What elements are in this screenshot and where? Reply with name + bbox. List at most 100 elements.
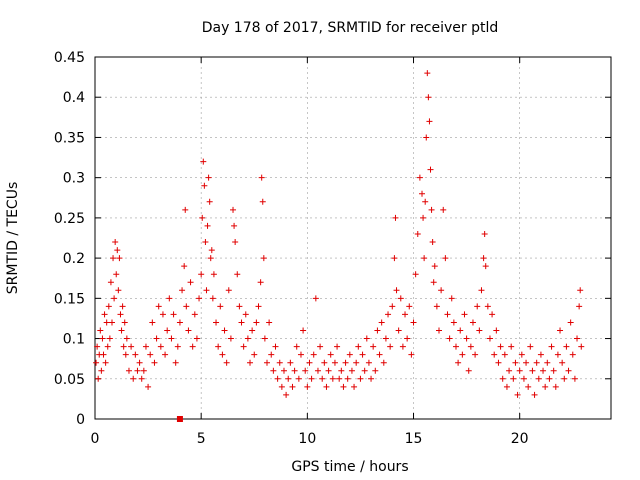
data-point xyxy=(230,206,237,213)
data-point xyxy=(424,70,431,77)
data-point xyxy=(113,271,120,278)
data-point xyxy=(170,311,177,318)
plot-frame xyxy=(94,56,612,420)
data-point xyxy=(102,359,109,366)
data-point xyxy=(221,327,228,334)
data-point xyxy=(481,230,488,237)
data-point xyxy=(577,287,584,294)
data-point xyxy=(523,359,530,366)
data-point xyxy=(257,279,264,286)
data-point xyxy=(191,311,198,318)
data-point xyxy=(93,359,100,366)
data-point xyxy=(122,351,129,358)
data-point xyxy=(199,214,206,221)
data-point xyxy=(565,367,572,374)
data-point xyxy=(115,287,122,294)
data-point xyxy=(157,343,164,350)
data-point xyxy=(300,327,307,334)
data-point xyxy=(348,367,355,374)
data-point xyxy=(205,174,212,181)
data-point xyxy=(516,367,523,374)
data-point xyxy=(223,359,230,366)
data-point xyxy=(285,375,292,382)
data-point xyxy=(548,343,555,350)
data-points xyxy=(93,70,585,422)
data-point xyxy=(106,335,113,342)
data-point xyxy=(478,287,485,294)
data-point xyxy=(450,319,457,326)
data-point xyxy=(295,375,302,382)
data-point xyxy=(179,287,186,294)
data-point xyxy=(140,367,147,374)
data-point xyxy=(104,343,111,350)
data-point xyxy=(219,351,226,358)
data-point xyxy=(210,271,217,278)
data-point xyxy=(503,383,510,390)
data-point xyxy=(234,271,241,278)
data-point xyxy=(125,367,132,374)
data-point xyxy=(351,383,358,390)
data-point xyxy=(436,327,442,334)
data-point xyxy=(399,343,406,350)
data-point xyxy=(574,335,581,342)
y-tick-label: 0.3 xyxy=(63,171,85,187)
data-point xyxy=(571,375,578,382)
data-point xyxy=(540,367,547,374)
data-point xyxy=(518,351,525,358)
data-point xyxy=(168,335,175,342)
y-tick-label: 0 xyxy=(76,412,85,428)
y-tick-label: 0.05 xyxy=(54,372,85,388)
data-point xyxy=(323,383,330,390)
data-point xyxy=(428,206,435,213)
data-point xyxy=(422,198,429,205)
data-point xyxy=(261,335,268,342)
data-point xyxy=(255,303,262,310)
chart-title: Day 178 of 2017, SRMTID for receiver ptl… xyxy=(202,20,499,36)
data-point xyxy=(327,351,334,358)
data-point xyxy=(497,343,504,350)
data-point xyxy=(480,255,487,262)
data-point xyxy=(240,343,247,350)
data-point xyxy=(155,303,162,310)
y-axis-label: SRMTID / TECUs xyxy=(5,182,21,295)
data-point xyxy=(559,359,566,366)
data-point xyxy=(112,239,119,246)
data-point xyxy=(520,375,527,382)
data-point xyxy=(508,343,515,350)
data-point xyxy=(213,319,220,326)
data-point-square xyxy=(176,416,183,422)
data-point xyxy=(189,343,196,350)
data-point xyxy=(563,343,570,350)
data-point xyxy=(99,335,106,342)
data-point xyxy=(151,359,158,366)
data-point xyxy=(380,359,387,366)
x-tick-label: 15 xyxy=(405,431,423,447)
data-point xyxy=(159,311,166,318)
data-point xyxy=(463,335,470,342)
data-point xyxy=(430,279,437,286)
data-point xyxy=(527,343,534,350)
data-point xyxy=(499,375,506,382)
data-point xyxy=(474,303,481,310)
data-point xyxy=(546,375,553,382)
data-point xyxy=(542,383,549,390)
data-point xyxy=(185,327,192,334)
data-point xyxy=(251,351,258,358)
data-point xyxy=(423,134,430,141)
data-point xyxy=(446,335,453,342)
data-point xyxy=(304,383,311,390)
data-point xyxy=(270,367,277,374)
data-point xyxy=(452,343,459,350)
data-point xyxy=(557,327,564,334)
data-point xyxy=(397,295,404,302)
data-point xyxy=(448,295,455,302)
y-tick-label: 0.25 xyxy=(54,211,85,227)
data-point xyxy=(118,327,125,334)
data-point xyxy=(425,94,432,101)
data-point xyxy=(162,351,169,358)
data-point xyxy=(193,335,200,342)
data-point xyxy=(491,351,498,358)
data-point xyxy=(576,303,583,310)
data-point xyxy=(426,118,433,125)
data-point xyxy=(264,359,270,366)
